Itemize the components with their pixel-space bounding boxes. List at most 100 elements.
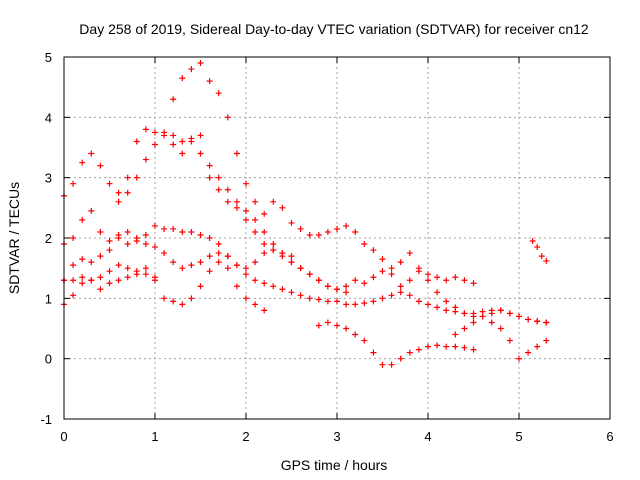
data-point [334,225,340,232]
data-point [224,198,231,205]
data-point [188,262,195,269]
data-point [288,219,295,226]
data-point [306,271,313,278]
data-point [152,141,158,148]
data-point [270,247,277,254]
y-tick-label: 2 [45,231,52,246]
y-tick-label: 0 [45,352,52,367]
data-point [206,162,213,169]
data-point [243,295,249,302]
data-point [288,259,295,266]
data-point [334,322,340,329]
data-point [70,292,77,299]
data-point [124,174,131,181]
data-point [197,60,204,67]
data-point [543,257,550,264]
data-point [243,216,249,223]
data-point [315,322,322,329]
series-track-2 [115,129,350,296]
data-point [133,174,140,181]
data-point [406,292,413,299]
data-point [142,156,149,163]
data-point [361,280,368,287]
y-tick-label: 5 [45,50,52,65]
x-tick-label: 6 [606,429,613,444]
data-point [97,286,104,293]
data-point [79,256,86,263]
data-point [288,253,295,260]
data-point [270,241,277,248]
data-point [197,231,204,238]
data-point [388,292,395,299]
data-point [406,349,413,356]
y-axis-label: SDTVAR / TECUs [6,182,22,294]
data-point [152,244,158,251]
data-point [215,174,222,181]
data-point [161,225,168,232]
data-point [170,141,177,148]
data-point [425,271,431,278]
data-point [133,238,140,245]
data-point [70,235,77,241]
data-point [97,274,104,281]
data-point [233,262,240,269]
data-point [224,186,231,193]
data-point [461,344,468,351]
data-point [370,247,377,254]
data-point [261,280,268,287]
data-point [124,241,131,248]
data-point [279,286,286,293]
data-point [452,331,459,338]
data-point [534,343,541,350]
data-point [106,247,113,254]
data-point [461,325,468,332]
series-track-4 [61,207,477,308]
data-point [88,207,95,214]
data-point [434,274,441,281]
data-point [188,295,195,302]
data-point [142,241,149,248]
data-point [88,150,95,157]
series-track-6 [61,259,268,314]
data-point [97,162,104,169]
data-point [470,319,477,326]
data-point [261,250,268,257]
data-point [243,271,249,278]
data-point [506,337,513,344]
data-point [379,295,386,302]
data-point [197,132,204,139]
data-point [152,129,158,136]
data-point [243,207,249,214]
data-point [379,361,386,368]
data-point [443,277,450,284]
data-point [188,228,195,235]
data-point [297,265,304,272]
data-point [124,189,131,196]
data-point [361,300,368,307]
data-point [497,325,504,332]
data-point [297,292,304,299]
data-point [88,277,95,284]
data-point [188,66,195,73]
data-point [206,174,213,181]
data-point [188,135,195,142]
data-point [97,253,104,260]
data-point [479,313,486,320]
data-point [343,301,350,308]
data-point [343,325,350,332]
data-point [488,319,495,326]
data-point [397,355,404,362]
series-track-3 [170,60,550,326]
y-tick-label: 1 [45,291,52,306]
series-track-5 [61,228,550,326]
data-point [124,265,131,272]
data-point [538,253,545,260]
data-point [252,198,259,205]
data-point [133,271,140,278]
data-point [115,198,122,205]
data-point [252,277,259,284]
data-point [343,289,350,296]
data-point [388,271,395,278]
data-point [361,337,368,344]
data-point [206,78,213,85]
